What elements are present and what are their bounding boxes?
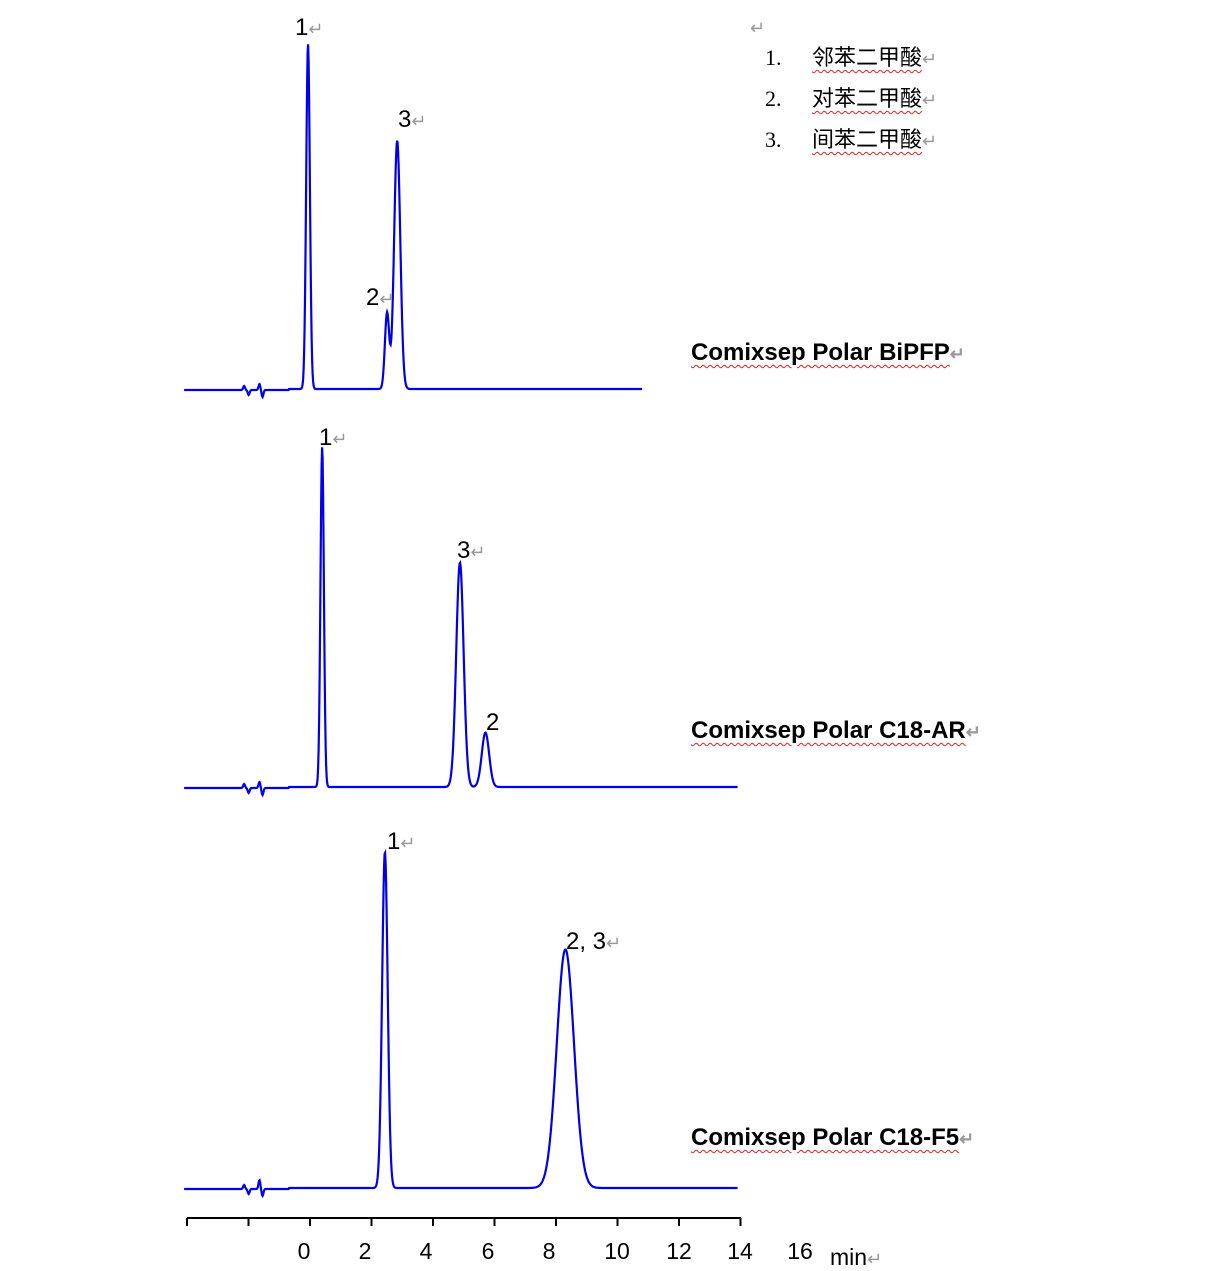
column-name: Comixsep Polar C18-F5↵: [691, 1126, 974, 1150]
column-name: Comixsep Polar C18-AR↵: [691, 719, 981, 743]
trace-1: [184, 44, 643, 400]
peak-label: 1↵: [319, 426, 347, 450]
return-mark: ↵: [965, 722, 981, 742]
unit-text: min: [830, 1244, 868, 1270]
tick-text: 8: [542, 1238, 556, 1264]
legend-name: 邻苯二甲酸: [812, 45, 923, 70]
x-tick-label: 0: [298, 1240, 311, 1263]
x-tick-label: 4: [420, 1240, 433, 1263]
peak-label-text: 3: [398, 106, 412, 133]
peak-label: 2, 3↵: [566, 930, 621, 954]
peak-label-text: 2: [486, 709, 500, 736]
return-mark: ↵: [470, 542, 486, 562]
return-mark: ↵: [922, 90, 938, 110]
return-mark: ↵: [400, 833, 416, 853]
x-tick-label: 16: [787, 1240, 813, 1263]
x-tick-label: 10: [604, 1240, 630, 1263]
peak-label: 1↵: [295, 16, 323, 40]
trace-3: [184, 848, 738, 1199]
return-mark: ↵: [922, 49, 938, 69]
tick-text: 14: [727, 1238, 753, 1264]
column-name-text: Comixsep Polar BiPFP: [691, 339, 950, 366]
peak-label: 3↵: [457, 539, 485, 563]
x-tick-label: 14: [727, 1240, 753, 1263]
legend-number: 2.: [765, 86, 782, 111]
peak-label: 1↵: [387, 830, 415, 854]
legend-name: 间苯二甲酸: [812, 127, 923, 152]
return-mark: ↵: [308, 19, 324, 39]
tick-text: 6: [481, 1238, 495, 1264]
legend-name: 对苯二甲酸: [812, 86, 923, 111]
x-tick-label: 6: [482, 1240, 495, 1263]
legend-item: 2. 对苯二甲酸↵: [765, 88, 937, 110]
x-tick-label: 12: [666, 1240, 692, 1263]
peak-label-text: 2: [366, 284, 380, 311]
return-mark: ↵: [606, 933, 622, 953]
x-tick-label: 8: [543, 1240, 556, 1263]
peak-label-text: 2, 3: [566, 928, 607, 955]
peak-label-text: 1: [295, 14, 309, 41]
tick-text: 2: [358, 1238, 372, 1264]
legend-item: 3. 间苯二甲酸↵: [765, 129, 937, 151]
return-mark: ↵: [922, 131, 938, 151]
column-name-text: Comixsep Polar C18-F5: [691, 1124, 960, 1151]
peak-label: 3↵: [398, 108, 426, 132]
legend-item: 1. 邻苯二甲酸↵: [765, 47, 937, 69]
peak-label: 2↵: [366, 286, 394, 310]
x-axis-unit: min↵: [830, 1246, 882, 1269]
tick-text: 16: [787, 1238, 813, 1264]
legend-return: ↵: [750, 16, 765, 38]
return-mark: ↵: [332, 429, 348, 449]
peak-label-text: 1: [319, 424, 333, 451]
x-tick-label: 2: [359, 1240, 372, 1263]
return-mark: ↵: [867, 1249, 883, 1269]
return-mark: ↵: [411, 111, 427, 131]
trace-2: [184, 447, 738, 798]
return-mark: ↵: [949, 344, 965, 364]
tick-text: 0: [297, 1238, 311, 1264]
peak-label: 2: [486, 711, 499, 735]
column-name-text: Comixsep Polar C18-AR: [691, 717, 966, 744]
legend-number: 3.: [765, 127, 782, 152]
return-mark: ↵: [750, 18, 766, 38]
tick-text: 12: [666, 1238, 692, 1264]
tick-text: 10: [604, 1238, 630, 1264]
legend-number: 1.: [765, 45, 782, 70]
peak-label-text: 3: [457, 537, 471, 564]
column-name: Comixsep Polar BiPFP↵: [691, 341, 965, 365]
return-mark: ↵: [379, 289, 395, 309]
return-mark: ↵: [959, 1129, 975, 1149]
peak-label-text: 1: [387, 828, 401, 855]
tick-text: 4: [419, 1238, 433, 1264]
